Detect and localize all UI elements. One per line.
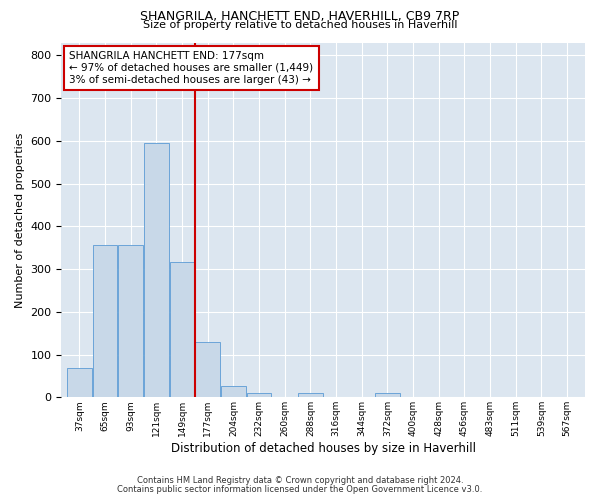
Text: Contains public sector information licensed under the Open Government Licence v3: Contains public sector information licen… bbox=[118, 485, 482, 494]
Bar bbox=[92, 244, 118, 398]
Text: SHANGRILA, HANCHETT END, HAVERHILL, CB9 7RP: SHANGRILA, HANCHETT END, HAVERHILL, CB9 … bbox=[140, 10, 460, 23]
Bar bbox=[67, 368, 92, 398]
Text: Size of property relative to detached houses in Haverhill: Size of property relative to detached ho… bbox=[143, 20, 457, 30]
Bar bbox=[221, 386, 246, 398]
Bar bbox=[247, 393, 271, 398]
Bar bbox=[375, 393, 400, 398]
Y-axis label: Number of detached properties: Number of detached properties bbox=[15, 132, 25, 308]
Bar bbox=[170, 262, 194, 398]
Text: Contains HM Land Registry data © Crown copyright and database right 2024.: Contains HM Land Registry data © Crown c… bbox=[137, 476, 463, 485]
Bar bbox=[195, 342, 220, 398]
Bar bbox=[298, 393, 323, 398]
X-axis label: Distribution of detached houses by size in Haverhill: Distribution of detached houses by size … bbox=[171, 442, 476, 455]
Bar bbox=[118, 244, 143, 398]
Text: SHANGRILA HANCHETT END: 177sqm
← 97% of detached houses are smaller (1,449)
3% o: SHANGRILA HANCHETT END: 177sqm ← 97% of … bbox=[69, 52, 313, 84]
Bar bbox=[144, 142, 169, 398]
